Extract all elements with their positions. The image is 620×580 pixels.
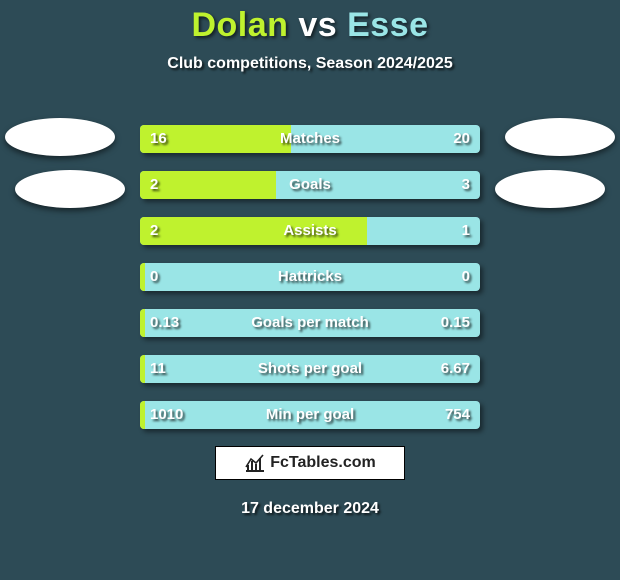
- stat-label: Goals per match: [140, 309, 480, 337]
- branding-badge: FcTables.com: [215, 446, 405, 480]
- stat-value-left: 2: [150, 217, 158, 245]
- avatar-placeholder: [15, 170, 125, 208]
- stat-value-right: 6.67: [441, 355, 470, 383]
- avatar-placeholder: [495, 170, 605, 208]
- comparison-infographic: Dolan vs Esse Club competitions, Season …: [0, 0, 620, 580]
- stat-row: 1620Matches: [140, 125, 480, 153]
- subtitle: Club competitions, Season 2024/2025: [0, 55, 620, 73]
- branding-text: FcTables.com: [270, 454, 376, 472]
- stat-label: Hattricks: [140, 263, 480, 291]
- date-label: 17 december 2024: [0, 500, 620, 518]
- stat-value-left: 0: [150, 263, 158, 291]
- avatar-placeholder: [5, 118, 115, 156]
- stat-label: Min per goal: [140, 401, 480, 429]
- stat-row: 21Assists: [140, 217, 480, 245]
- stat-bars: 1620Matches23Goals21Assists00Hattricks0.…: [140, 125, 480, 447]
- stat-value-left: 1010: [150, 401, 183, 429]
- stat-value-right: 1: [462, 217, 470, 245]
- stat-bar-left-fill: [140, 401, 145, 429]
- title-vs: vs: [288, 6, 347, 44]
- stat-value-left: 16: [150, 125, 167, 153]
- stat-row: 23Goals: [140, 171, 480, 199]
- stat-value-right: 0: [462, 263, 470, 291]
- player-right-name: Esse: [347, 6, 428, 44]
- stat-row: 0 0Hattricks: [140, 263, 480, 291]
- stat-value-right: 20: [453, 125, 470, 153]
- stat-row: 1010 754Min per goal: [140, 401, 480, 429]
- stat-value-right: 3: [462, 171, 470, 199]
- chart-icon: [244, 453, 266, 473]
- stat-value-right: 0.15: [441, 309, 470, 337]
- stat-value-left: 2: [150, 171, 158, 199]
- stat-value-left: 0.13: [150, 309, 179, 337]
- stat-label: Shots per goal: [140, 355, 480, 383]
- stat-bar-left-fill: [140, 355, 145, 383]
- player-left-name: Dolan: [191, 6, 288, 44]
- avatar-placeholder: [505, 118, 615, 156]
- stat-value-right: 754: [445, 401, 470, 429]
- stat-bar-left-fill: [140, 309, 145, 337]
- stat-bar-left-fill: [140, 263, 145, 291]
- stat-bar-left-fill: [140, 217, 367, 245]
- stat-row: 0.13 0.15Goals per match: [140, 309, 480, 337]
- page-title: Dolan vs Esse: [0, 0, 620, 45]
- stat-row: 11 6.67Shots per goal: [140, 355, 480, 383]
- stat-value-left: 11: [150, 355, 166, 383]
- stat-bar-left-fill: [140, 171, 276, 199]
